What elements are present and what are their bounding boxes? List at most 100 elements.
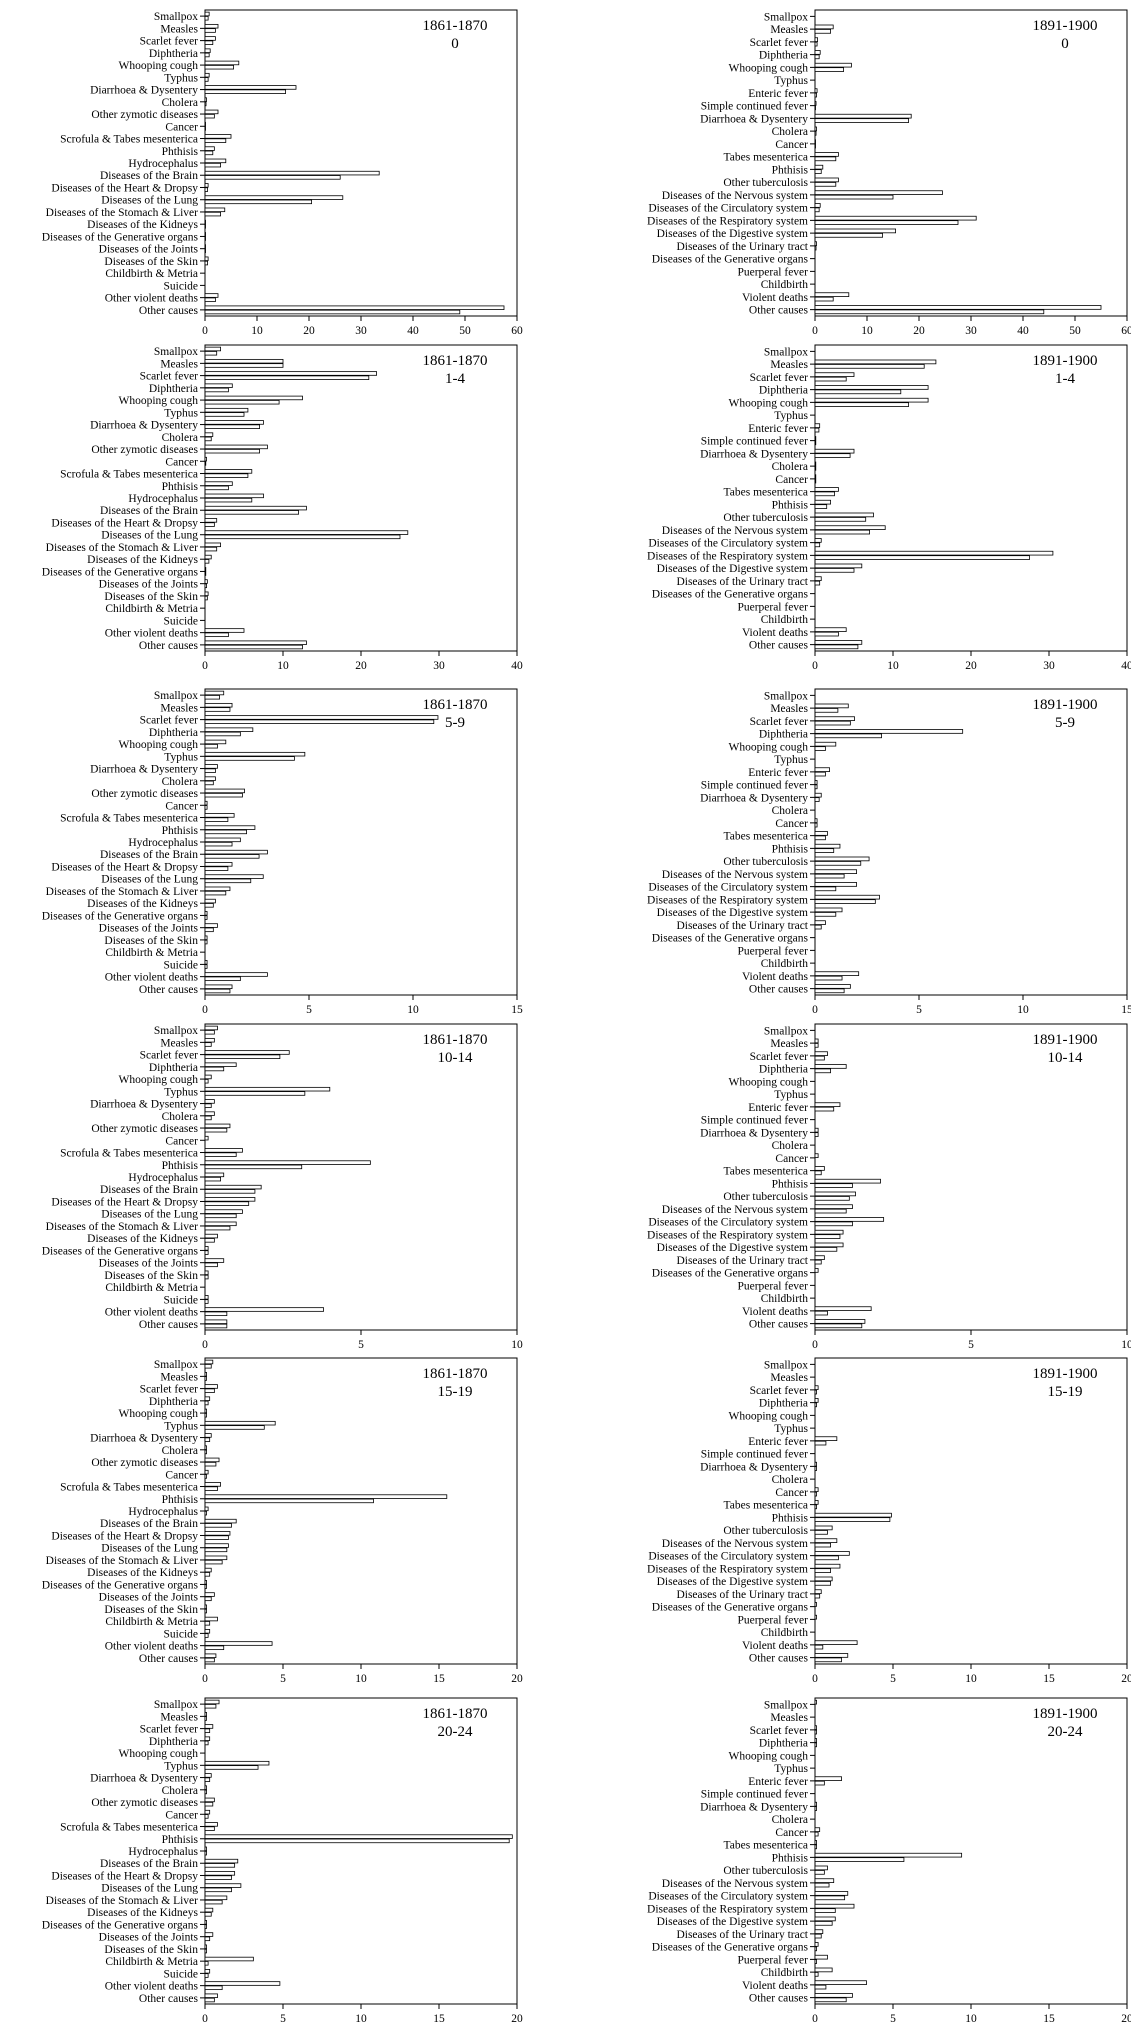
- bar-series-1: [814, 1903, 855, 1909]
- bar-series-2: [204, 1765, 259, 1770]
- bar-series-1: [204, 935, 208, 941]
- category-label: Diseases of the Nervous system: [662, 869, 808, 881]
- bar-series-1: [204, 1184, 262, 1190]
- category-label: Other causes: [749, 1993, 809, 2005]
- bar-series-2: [204, 1437, 211, 1442]
- bar-series-2: [204, 1250, 209, 1255]
- category-label: Diphtheria: [149, 1062, 198, 1074]
- bar-series-1: [204, 36, 216, 41]
- bar-series-1: [814, 1153, 819, 1158]
- bar-series-2: [814, 1593, 821, 1599]
- bar-series-2: [204, 1474, 207, 1479]
- bar-series-1: [814, 984, 851, 989]
- category-label: Diarrhoea & Dysentery: [90, 1773, 198, 1785]
- bar-series-2: [814, 169, 822, 174]
- bar-series-1: [204, 1641, 273, 1646]
- x-tick-label: 40: [511, 660, 523, 672]
- x-tick-label: 5: [280, 1673, 286, 1685]
- category-label: Diseases of the Joints: [99, 1592, 199, 1604]
- bar-series-2: [814, 708, 839, 713]
- bar-series-2: [204, 461, 207, 466]
- bar-series-2: [204, 768, 216, 773]
- category-label: Diseases of the Generative organs: [42, 1579, 199, 1591]
- bar-series-2: [204, 113, 215, 119]
- bar-series-1: [204, 1359, 214, 1365]
- category-label: Other causes: [139, 984, 199, 996]
- bar-series-1: [814, 203, 821, 208]
- bar-series-2: [204, 595, 208, 601]
- category-label: Diphtheria: [759, 1398, 808, 1410]
- category-label: Puerperal fever: [737, 1614, 808, 1626]
- bar-series-1: [204, 1760, 270, 1766]
- x-tick-label: 20: [965, 660, 977, 672]
- bar-series-2: [204, 1621, 211, 1626]
- category-label: Childbirth & Metria: [105, 1956, 198, 1968]
- bar-series-2: [204, 1740, 209, 1746]
- panel-age-group: 0: [451, 36, 459, 52]
- bar-series-1: [204, 1319, 228, 1324]
- category-label: Scarlet fever: [140, 36, 199, 48]
- category-label: Cancer: [775, 139, 808, 151]
- bar-series-2: [814, 376, 847, 382]
- category-label: Diarrhoea & Dysentery: [90, 420, 198, 432]
- bar-series-1: [204, 1457, 220, 1463]
- bar-series-2: [204, 976, 241, 982]
- category-label: Diseases of the Generative organs: [42, 231, 199, 243]
- bar-series-2: [814, 733, 882, 739]
- bar-series-1: [204, 542, 221, 548]
- bar-series-2: [204, 1152, 237, 1157]
- category-label: Diarrhoea & Dysentery: [700, 1801, 808, 1813]
- category-label: Scarlet fever: [140, 1384, 199, 1396]
- category-label: Cancer: [165, 1135, 198, 1147]
- bar-series-1: [204, 1895, 228, 1901]
- bar-series-1: [814, 1563, 841, 1569]
- bar-series-2: [204, 854, 260, 859]
- category-label: Cancer: [775, 1487, 808, 1499]
- bar-series-1: [204, 232, 206, 237]
- bar-series-1: [814, 499, 832, 505]
- x-tick-label: 20: [511, 2013, 523, 2025]
- bar-series-2: [204, 1814, 209, 1819]
- bar-series-1: [204, 121, 206, 127]
- category-label: Scarlet fever: [750, 1725, 809, 1737]
- bar-series-2: [204, 927, 214, 933]
- bar-series-1: [204, 837, 241, 843]
- bar-series-2: [204, 1716, 207, 1721]
- category-label: Smallpox: [764, 11, 808, 23]
- bar-series-1: [814, 1525, 833, 1531]
- bar-series-2: [204, 224, 206, 229]
- bar-series-1: [814, 716, 855, 721]
- bar-series-2: [814, 1068, 832, 1074]
- bar-series-1: [204, 984, 233, 989]
- category-label: Diseases of the Joints: [99, 1932, 199, 1944]
- bar-series-1: [814, 1725, 817, 1730]
- bar-series-1: [204, 567, 207, 572]
- category-label: Smallpox: [154, 1699, 198, 1711]
- panel-period-title: 1861-1870: [423, 1032, 488, 1048]
- bar-series-1: [204, 60, 240, 66]
- bar-series-1: [204, 1307, 324, 1312]
- bar-series-1: [814, 215, 977, 221]
- bar-series-1: [204, 1883, 242, 1888]
- x-tick-label: 0: [812, 1673, 818, 1685]
- category-label: Diseases of the Generative organs: [652, 589, 809, 601]
- category-label: Childbirth: [761, 614, 809, 626]
- category-label: Childbirth & Metria: [105, 603, 198, 615]
- category-label: Phthisis: [162, 825, 199, 837]
- category-label: Diphtheria: [759, 729, 808, 741]
- category-label: Whooping cough: [118, 395, 198, 407]
- category-label: Cholera: [162, 97, 198, 109]
- bar-series-1: [814, 50, 821, 55]
- bar-series-1: [204, 1580, 207, 1585]
- bar-series-2: [204, 1535, 229, 1540]
- bar-series-2: [204, 571, 207, 576]
- bar-series-2: [204, 1850, 207, 1856]
- bar-series-2: [204, 16, 209, 21]
- bar-series-2: [204, 1887, 232, 1893]
- bar-series-1: [204, 1445, 207, 1450]
- category-label: Cholera: [162, 776, 198, 788]
- category-label: Typhus: [774, 754, 808, 766]
